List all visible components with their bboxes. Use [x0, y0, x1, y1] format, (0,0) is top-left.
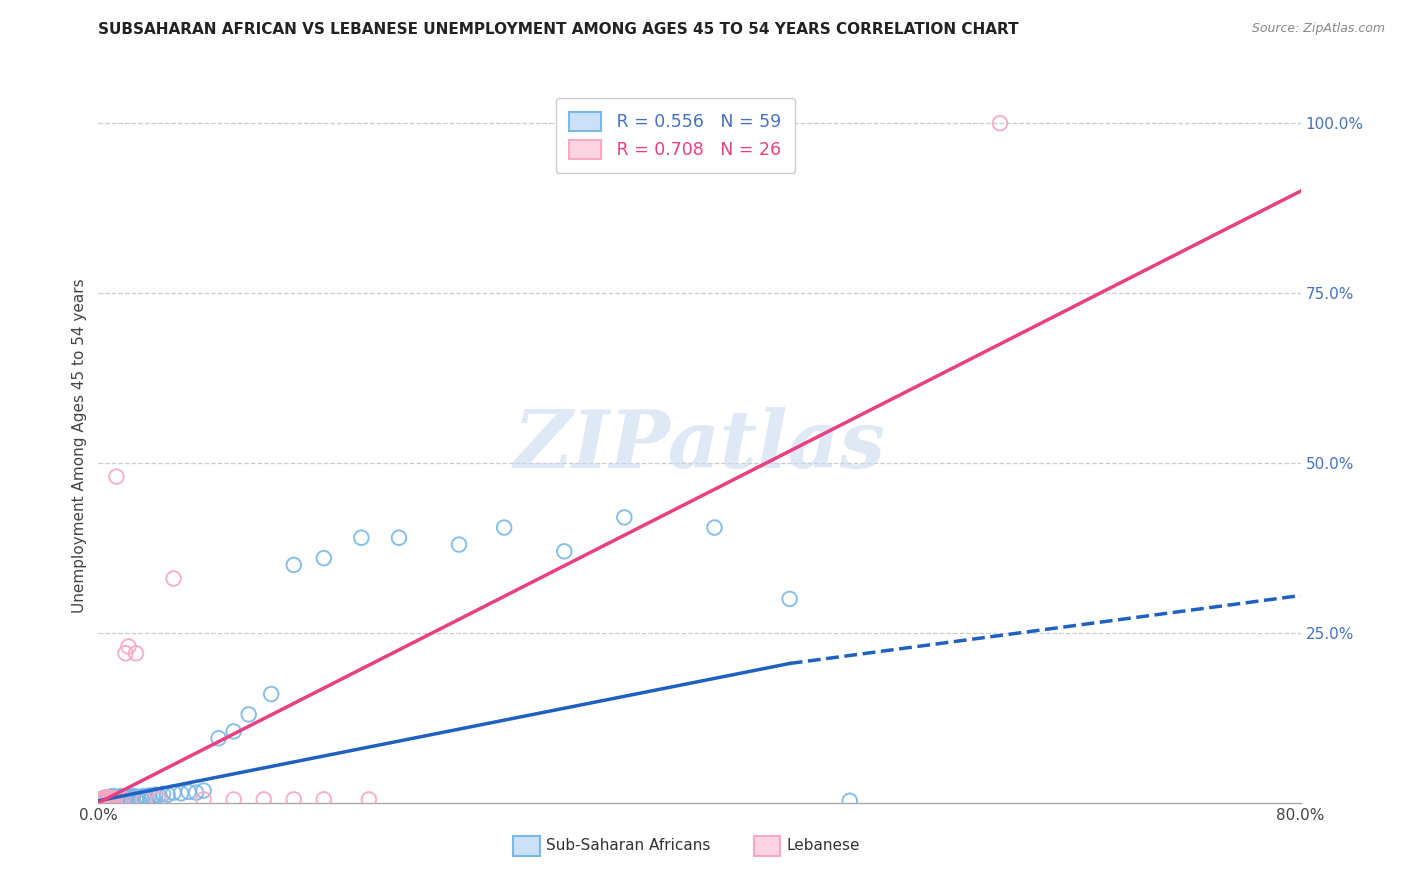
Point	[111, 791, 134, 805]
Point	[103, 789, 125, 803]
Point	[253, 792, 276, 806]
Point	[170, 786, 193, 800]
Point	[162, 786, 184, 800]
Point	[103, 791, 125, 805]
Point	[148, 789, 170, 803]
Point	[208, 731, 231, 746]
Point	[117, 640, 139, 654]
Point	[97, 794, 120, 808]
Point	[121, 790, 143, 805]
Point	[184, 786, 207, 800]
Point	[94, 790, 117, 805]
Point	[122, 789, 145, 803]
Point	[260, 687, 283, 701]
Point	[613, 510, 636, 524]
Point	[110, 791, 132, 805]
Text: Lebanese: Lebanese	[786, 838, 859, 853]
Point	[129, 790, 152, 805]
Point	[107, 791, 129, 805]
Bar	[513, 837, 540, 856]
Point	[118, 791, 141, 805]
Point	[152, 787, 174, 801]
Point	[283, 792, 305, 806]
Point	[357, 792, 380, 806]
Point	[104, 791, 127, 805]
Text: ZIPatlas: ZIPatlas	[513, 408, 886, 484]
Point	[97, 791, 120, 805]
Point	[117, 789, 139, 804]
Point	[110, 789, 132, 803]
Point	[101, 792, 124, 806]
Point	[222, 724, 245, 739]
Point	[553, 544, 575, 558]
Point	[104, 791, 127, 805]
Point	[105, 793, 128, 807]
Point	[312, 792, 335, 806]
Point	[94, 791, 117, 805]
Point	[145, 788, 167, 802]
Point	[91, 791, 114, 805]
Point	[779, 591, 801, 606]
Point	[100, 789, 122, 804]
Point	[238, 707, 260, 722]
Point	[222, 792, 245, 806]
Point	[114, 792, 136, 806]
Point	[135, 789, 157, 804]
Point	[100, 791, 122, 805]
Point	[350, 531, 373, 545]
Point	[138, 789, 160, 803]
Text: Sub-Saharan Africans: Sub-Saharan Africans	[546, 838, 710, 853]
Text: SUBSAHARAN AFRICAN VS LEBANESE UNEMPLOYMENT AMONG AGES 45 TO 54 YEARS CORRELATIO: SUBSAHARAN AFRICAN VS LEBANESE UNEMPLOYM…	[98, 22, 1019, 37]
Point	[193, 783, 215, 797]
Point	[703, 520, 725, 534]
Point	[156, 788, 179, 802]
Point	[177, 785, 200, 799]
Point	[105, 790, 128, 805]
Point	[838, 794, 860, 808]
Point	[105, 469, 128, 483]
Point	[103, 792, 125, 806]
Point	[108, 792, 131, 806]
Point	[112, 790, 135, 805]
Point	[162, 572, 184, 586]
Point	[312, 551, 335, 566]
Point	[141, 789, 163, 803]
Point	[193, 792, 215, 806]
Point	[125, 646, 148, 660]
Point	[494, 520, 516, 534]
Point	[125, 791, 148, 805]
Point	[100, 793, 122, 807]
Bar	[754, 837, 780, 856]
Point	[132, 789, 155, 803]
Point	[132, 792, 155, 806]
Point	[93, 793, 115, 807]
Y-axis label: Unemployment Among Ages 45 to 54 years: Unemployment Among Ages 45 to 54 years	[72, 278, 87, 614]
Point	[96, 792, 118, 806]
Text: Source: ZipAtlas.com: Source: ZipAtlas.com	[1251, 22, 1385, 36]
Point	[148, 792, 170, 806]
Point	[388, 531, 411, 545]
Point	[96, 790, 118, 805]
Point	[108, 792, 131, 806]
Point	[111, 791, 134, 805]
Legend:  R = 0.556   N = 59,  R = 0.708   N = 26: R = 0.556 N = 59, R = 0.708 N = 26	[555, 98, 796, 173]
Point	[988, 116, 1011, 130]
Point	[91, 794, 114, 808]
Point	[94, 791, 117, 805]
Point	[93, 793, 115, 807]
Point	[127, 789, 149, 804]
Point	[90, 792, 112, 806]
Point	[114, 646, 136, 660]
Point	[447, 537, 470, 551]
Point	[90, 792, 112, 806]
Point	[283, 558, 305, 572]
Point	[97, 792, 120, 806]
Point	[115, 791, 138, 805]
Point	[101, 791, 124, 805]
